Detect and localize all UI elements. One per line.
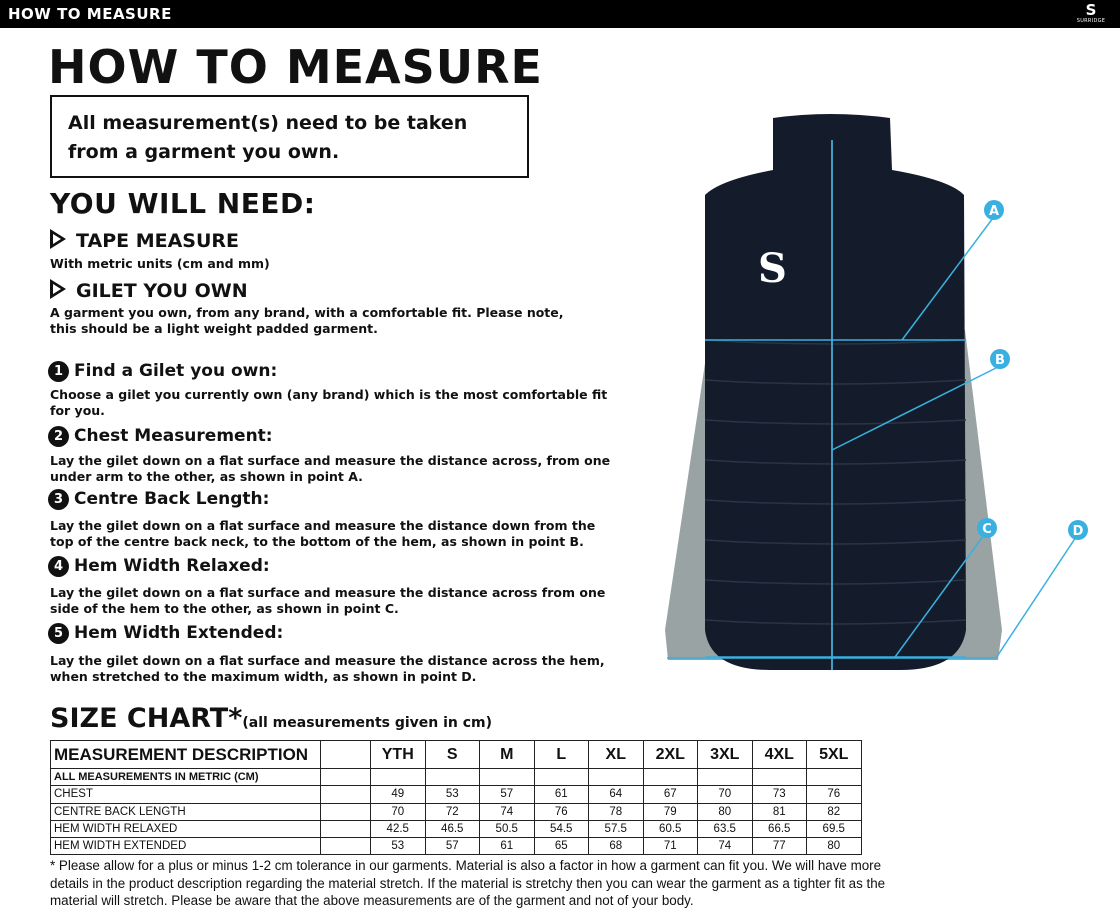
cell-value: 70 bbox=[370, 802, 426, 821]
cell-value: 78 bbox=[588, 802, 644, 821]
cell-value: 64 bbox=[588, 785, 644, 804]
point-c-marker: C bbox=[977, 518, 997, 538]
measure-line-b bbox=[831, 366, 999, 451]
top-bar-title: HOW TO MEASURE bbox=[8, 5, 172, 23]
cell-value: 66.5 bbox=[751, 819, 807, 839]
triangle-icon bbox=[50, 229, 66, 249]
measure-line-a bbox=[901, 217, 994, 341]
cell-value: 42.5 bbox=[370, 819, 426, 839]
cell-value: 69.5 bbox=[806, 819, 862, 839]
cell-value: 60.5 bbox=[642, 819, 698, 839]
svg-text:C: C bbox=[982, 522, 992, 537]
cell-value: 49 bbox=[370, 785, 426, 804]
cell-value: 80 bbox=[697, 802, 753, 821]
table-row: HEM WIDTH RELAXED 42.5 46.5 50.5 54.5 57.5 60.… bbox=[50, 819, 862, 839]
gilet-diagram: S A B C D bbox=[665, 114, 1088, 670]
need-desc: A garment you own, from any brand, with … bbox=[50, 305, 564, 336]
row-label: CHEST bbox=[50, 785, 321, 804]
cell-value: 72 bbox=[424, 802, 480, 821]
step-desc: Lay the gilet down on a flat surface and… bbox=[50, 585, 606, 616]
svg-text:B: B bbox=[995, 353, 1005, 368]
row-label: CENTRE BACK LENGTH bbox=[50, 802, 321, 821]
point-a-marker: A bbox=[984, 200, 1004, 220]
need-item-gilet: GILET YOU OWN bbox=[50, 279, 248, 302]
top-bar: HOW TO MEASURE S SURRIDGE bbox=[0, 0, 1120, 28]
step-heading: 1 Find a Gilet you own: bbox=[48, 361, 277, 382]
cell-value: 65 bbox=[533, 837, 589, 856]
cell-value: 81 bbox=[751, 802, 807, 821]
table-row: CENTRE BACK LENGTH 70 72 74 76 78 79 80 81 82 bbox=[50, 802, 862, 821]
triangle-icon bbox=[50, 279, 66, 299]
cell-value: 70 bbox=[697, 785, 753, 804]
step-heading: 4 Hem Width Relaxed: bbox=[48, 556, 270, 577]
cell-value: 74 bbox=[479, 802, 535, 821]
surridge-logo: S SURRIDGE bbox=[1076, 1, 1106, 24]
cell-value: 68 bbox=[588, 837, 644, 856]
footnote: * Please allow for a plus or minus 1-2 c… bbox=[50, 858, 886, 908]
cell-value: 57.5 bbox=[588, 819, 644, 839]
row-label: HEM WIDTH RELAXED bbox=[50, 819, 321, 839]
table-row: HEM WIDTH EXTENDED 53 57 61 65 68 71 74 77 80 bbox=[50, 837, 862, 856]
size-chart-table: MEASUREMENT DESCRIPTION YTH S M L XL 2XL 3XL 4X… bbox=[50, 740, 862, 856]
step-heading: 3 Centre Back Length: bbox=[48, 489, 269, 510]
size-chart-heading: SIZE CHART*(all measurements given in cm… bbox=[50, 703, 493, 734]
cell-value: 74 bbox=[697, 837, 753, 856]
step-desc: Choose a gilet you currently own (any br… bbox=[50, 387, 608, 418]
need-item-tape-measure: TAPE MEASURE bbox=[50, 229, 239, 252]
cell-value: 71 bbox=[642, 837, 698, 856]
page-title: HOW TO MEASURE bbox=[48, 40, 543, 94]
need-desc: With metric units (cm and mm) bbox=[50, 256, 270, 271]
step-desc: Lay the gilet down on a flat surface and… bbox=[50, 653, 605, 684]
cell-value: 57 bbox=[424, 837, 480, 856]
notice-box: All measurement(s) need to be taken from… bbox=[50, 95, 529, 178]
cell-value: 73 bbox=[751, 785, 807, 804]
step-desc: Lay the gilet down on a flat surface and… bbox=[50, 453, 611, 484]
table-row: ALL MEASUREMENTS IN METRIC (CM) bbox=[50, 767, 862, 787]
cell-value: 80 bbox=[806, 837, 862, 856]
cell-value: 54.5 bbox=[533, 819, 589, 839]
cell-value: 53 bbox=[370, 837, 426, 856]
row-label: HEM WIDTH EXTENDED bbox=[50, 837, 321, 856]
cell-value: 77 bbox=[751, 837, 807, 856]
cell-value: 61 bbox=[533, 785, 589, 804]
point-d-marker: D bbox=[1068, 520, 1088, 540]
svg-text:A: A bbox=[989, 204, 999, 219]
measure-line-c bbox=[894, 534, 985, 658]
cell-value: 50.5 bbox=[479, 819, 535, 839]
table-row: CHEST 49 53 57 61 64 67 70 73 76 bbox=[50, 785, 862, 804]
gilet-body bbox=[705, 114, 966, 670]
cell-value: 79 bbox=[642, 802, 698, 821]
cell-value: 67 bbox=[642, 785, 698, 804]
cell-value: 53 bbox=[424, 785, 480, 804]
cell-value: 63.5 bbox=[697, 819, 753, 839]
point-b-marker: B bbox=[990, 349, 1010, 369]
svg-text:D: D bbox=[1073, 524, 1084, 539]
step-heading: 2 Chest Measurement: bbox=[48, 426, 273, 447]
step-desc: Lay the gilet down on a flat surface and… bbox=[50, 518, 596, 549]
step-heading: 5 Hem Width Extended: bbox=[48, 623, 283, 644]
cell-value: 76 bbox=[806, 785, 862, 804]
table-header-row: MEASUREMENT DESCRIPTION YTH S M L XL 2XL 3XL 4X… bbox=[50, 740, 862, 769]
cell-value: 57 bbox=[479, 785, 535, 804]
measure-line-d bbox=[995, 536, 1077, 659]
cell-value: 46.5 bbox=[424, 819, 480, 839]
cell-value: 61 bbox=[479, 837, 535, 856]
cell-value: 82 bbox=[806, 802, 862, 821]
you-will-need-heading: YOU WILL NEED: bbox=[50, 187, 316, 220]
gilet-logo-icon: S bbox=[758, 245, 787, 292]
cell-value: 76 bbox=[533, 802, 589, 821]
